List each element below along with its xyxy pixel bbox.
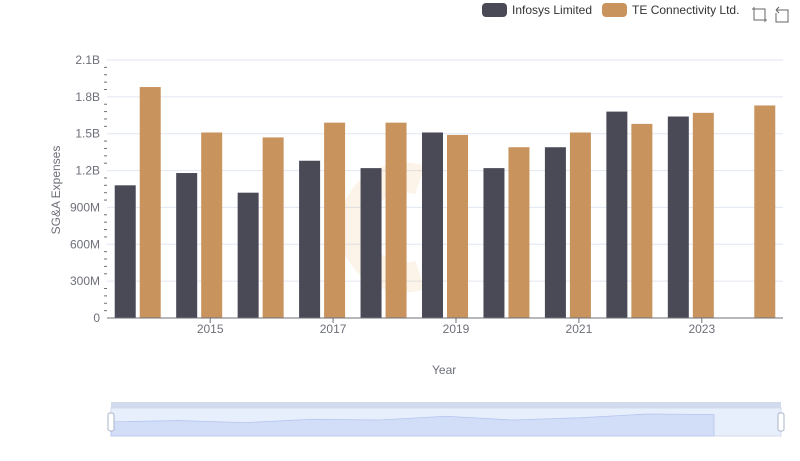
y-tick-label: 2.1B	[75, 53, 100, 67]
bar-infosys-2016[interactable]	[237, 192, 259, 318]
y-tick-label: 900M	[70, 200, 100, 214]
bar-te-2016[interactable]	[262, 137, 284, 318]
bar-te-2021[interactable]	[569, 132, 591, 318]
y-tick-label: 0	[93, 311, 100, 325]
bar-te-2024[interactable]	[754, 105, 776, 318]
legend-swatch-infosys	[482, 3, 507, 17]
y-tick-label: 600M	[70, 237, 100, 251]
zoom-preview-area	[110, 413, 715, 437]
x-tick-label: 2015	[197, 322, 224, 336]
bar-te-2020[interactable]	[508, 147, 530, 318]
y-tick-label: 1.5B	[75, 127, 100, 141]
data-zoom-slider[interactable]	[107, 402, 785, 437]
bar-te-2023[interactable]	[692, 112, 714, 318]
legend: Infosys Limited TE Connectivity Ltd.	[482, 3, 749, 17]
legend-item-te[interactable]: TE Connectivity Ltd.	[602, 3, 739, 17]
bar-te-2017[interactable]	[324, 122, 346, 319]
axes: 0 300M 600M 900M 1.2B 1.5B 1.8B 2.1B 2015 2017 201…	[70, 53, 783, 336]
legend-label-te: TE Connectivity Ltd.	[632, 3, 740, 17]
y-tick-label: 300M	[70, 274, 100, 288]
toolbox	[747, 6, 791, 24]
x-tick-label: 2023	[688, 322, 715, 336]
bar-te-2014[interactable]	[139, 87, 161, 319]
bar-te-2018[interactable]	[385, 122, 407, 319]
bar-infosys-2019[interactable]	[422, 132, 443, 318]
legend-item-infosys[interactable]: Infosys Limited	[482, 3, 592, 17]
x-tick-label: 2019	[443, 322, 470, 336]
bar-infosys-2021[interactable]	[544, 147, 566, 318]
bar-infosys-2023[interactable]	[667, 116, 689, 318]
bar-infosys-2020[interactable]	[483, 168, 505, 318]
bar-infosys-2022[interactable]	[606, 111, 628, 318]
y-tick-label: 1.8B	[75, 90, 100, 104]
bar-infosys-2014[interactable]	[114, 185, 136, 318]
y-axis-title: SG&A Expenses	[49, 145, 63, 235]
bar-te-2015[interactable]	[201, 132, 223, 318]
bar-infosys-2018[interactable]	[360, 168, 382, 318]
x-tick-label: 2021	[566, 322, 593, 336]
restore-icon[interactable]	[773, 6, 791, 24]
zoom-handle-left[interactable]	[107, 412, 115, 432]
zoom-handle-right[interactable]	[777, 412, 785, 432]
x-tick-label: 2017	[320, 322, 347, 336]
legend-label-infosys: Infosys Limited	[512, 3, 593, 17]
bar-infosys-2015[interactable]	[176, 173, 198, 318]
bar-te-2019[interactable]	[447, 134, 468, 318]
y-tick-label: 1.2B	[75, 164, 100, 178]
bar-group	[114, 87, 776, 319]
bar-infosys-2017[interactable]	[299, 160, 321, 318]
x-axis-title: Year	[432, 363, 457, 377]
zoom-handle-bar[interactable]	[111, 402, 781, 408]
bar-te-2022[interactable]	[631, 123, 653, 318]
legend-swatch-te	[602, 3, 628, 17]
zoom-icon[interactable]	[751, 6, 769, 24]
